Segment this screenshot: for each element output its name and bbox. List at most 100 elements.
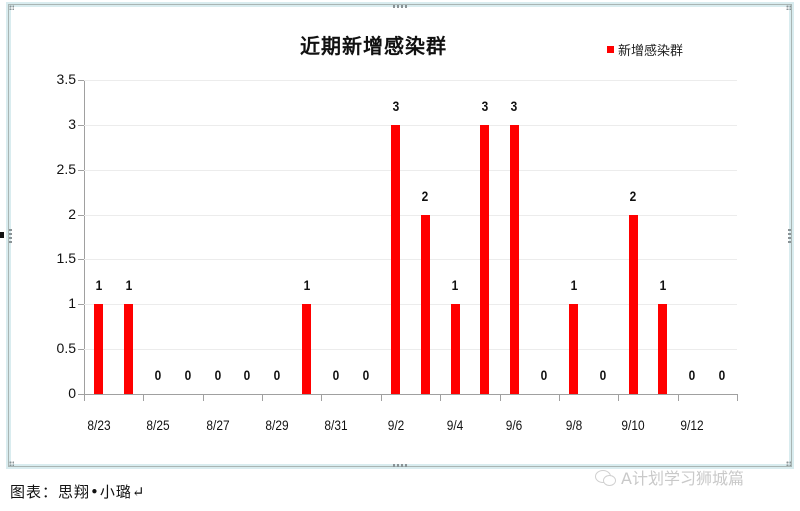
data-label: 1 [659,277,667,294]
x-tick [618,394,620,401]
data-label: 1 [95,277,103,294]
legend: 新增感染群 [607,40,683,59]
y-tick-label: 0.5 [56,340,76,357]
data-label: 2 [422,187,429,204]
x-tick [202,394,204,401]
y-tick-label: 2.5 [56,160,76,177]
bar [509,124,519,394]
y-tick-label: 1.5 [56,250,76,267]
bar [302,304,312,394]
x-tick-label: 9/8 [565,417,583,433]
x-tick-label: 8/27 [205,417,230,433]
x-tick [380,394,382,401]
data-label: 0 [273,367,281,383]
y-tick [78,394,84,395]
x-tick-label: 9/4 [446,417,464,433]
y-tick-label: 0 [68,385,76,401]
data-label: 0 [689,367,696,383]
bar [391,124,401,394]
x-tick [558,394,560,401]
resize-handle-left[interactable] [9,229,12,243]
x-axis [78,394,737,395]
x-tick-label: 8/23 [87,417,111,433]
wechat-icon [595,469,617,486]
x-tick [262,394,264,401]
x-tick [737,394,738,401]
resize-handle-top-right[interactable] [786,5,791,10]
y-tick [78,80,84,81]
x-tick-label: 8/25 [146,417,170,433]
data-label: 0 [184,367,192,383]
data-label: 0 [540,367,548,383]
y-tick [78,304,84,306]
data-label: 1 [451,277,459,294]
x-tick [84,394,85,401]
x-tick [321,394,323,401]
gridline [84,349,737,351]
data-label: 0 [243,367,251,383]
bar [628,214,638,394]
resize-handle-bottom-right[interactable] [786,461,791,466]
bar [124,304,134,394]
x-tick-label: 8/29 [265,417,289,433]
bar [420,214,430,394]
anchor-marker [0,232,4,238]
bar [94,304,104,394]
y-axis [84,80,85,394]
legend-swatch-icon [607,46,614,53]
x-tick-label: 9/12 [680,417,705,433]
watermark-text: A计划学习狮城篇 [621,469,744,488]
x-tick-label: 9/6 [506,417,523,433]
data-label: 1 [570,277,578,294]
data-label: 2 [629,187,637,204]
data-label: 0 [214,367,221,383]
legend-label: 新增感染群 [618,44,684,59]
watermark: A计划学习狮城篇 [595,465,744,489]
resize-handle-top-left[interactable] [9,5,14,10]
data-label: 3 [481,97,489,114]
figure-caption: 图表：思翔•小璐↵ [10,483,146,501]
data-label: 1 [303,277,310,294]
data-label: 0 [154,367,162,383]
gridline [84,169,737,171]
y-tick [78,349,84,351]
x-tick [499,394,501,401]
bar [450,304,460,394]
data-label: 1 [125,277,132,294]
data-label: 0 [600,367,607,383]
data-label: 0 [332,367,340,383]
y-tick [78,124,84,126]
y-tick [78,169,84,171]
data-label: 0 [718,367,726,383]
gridline [84,214,737,216]
bar-chart: 近期新增感染群 新增感染群 0 0.5 1 1.5 2 2.5 3 3.5 8/23 8/25 8/… [57,34,738,433]
x-tick-label: 8/31 [324,417,348,433]
y-tick [78,259,84,261]
resize-handle-top[interactable] [393,5,407,8]
y-tick-label: 3.5 [56,71,76,87]
y-tick-label: 2 [68,205,76,222]
gridline [84,80,737,81]
x-tick [440,394,442,401]
bar [569,304,579,394]
bar [480,124,490,394]
y-tick-label: 3 [68,115,76,132]
x-tick-label: 9/2 [387,417,404,433]
bar [658,304,668,394]
data-label: 3 [392,97,399,114]
x-tick [143,394,145,401]
data-label: 0 [362,367,370,383]
gridline [84,304,737,306]
plot-area: 0 0.5 1 1.5 2 2.5 3 3.5 8/23 8/25 8/27 8/29 8/31 9/2 9… [57,71,738,433]
x-tick-label: 9/10 [621,417,645,433]
gridline [84,124,737,126]
resize-handle-right[interactable] [788,229,791,243]
gridline [84,259,737,261]
y-tick-label: 1 [68,295,76,312]
x-tick [677,394,679,401]
y-tick [78,214,84,216]
resize-handle-bottom[interactable] [393,464,407,467]
resize-handle-bottom-left[interactable] [9,461,14,466]
data-label: 3 [511,97,518,114]
chart-title: 近期新增感染群 [300,34,447,58]
